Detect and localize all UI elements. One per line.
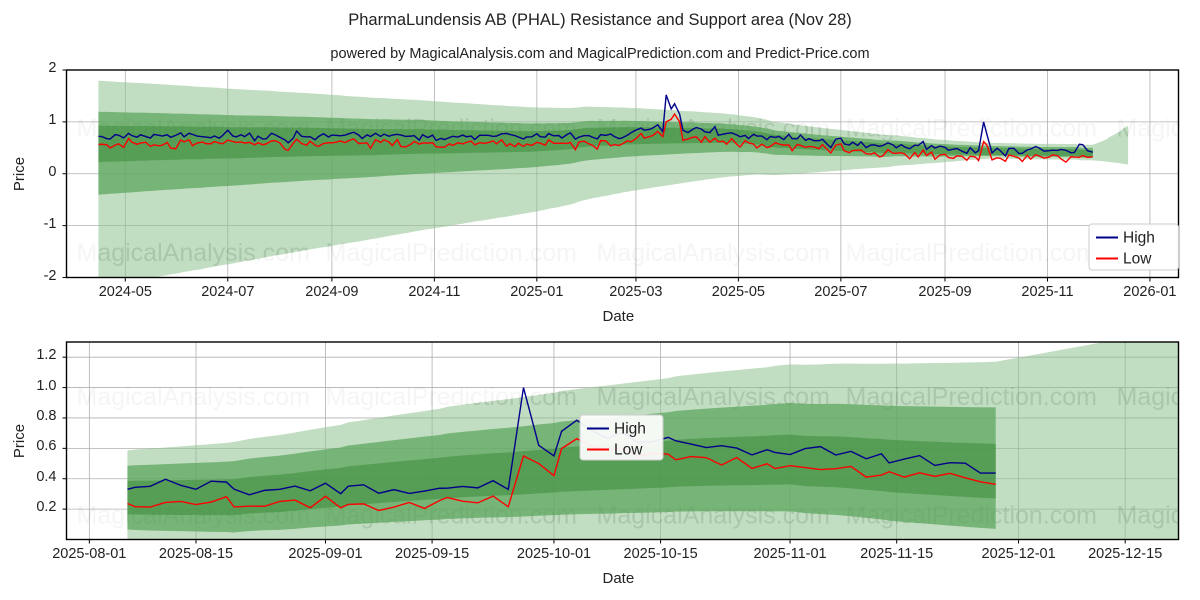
svg-text:Low: Low xyxy=(614,442,643,459)
svg-text:High: High xyxy=(614,421,646,438)
svg-text:MagicalAnalysis.com: MagicalAnalysis.com xyxy=(77,383,310,411)
